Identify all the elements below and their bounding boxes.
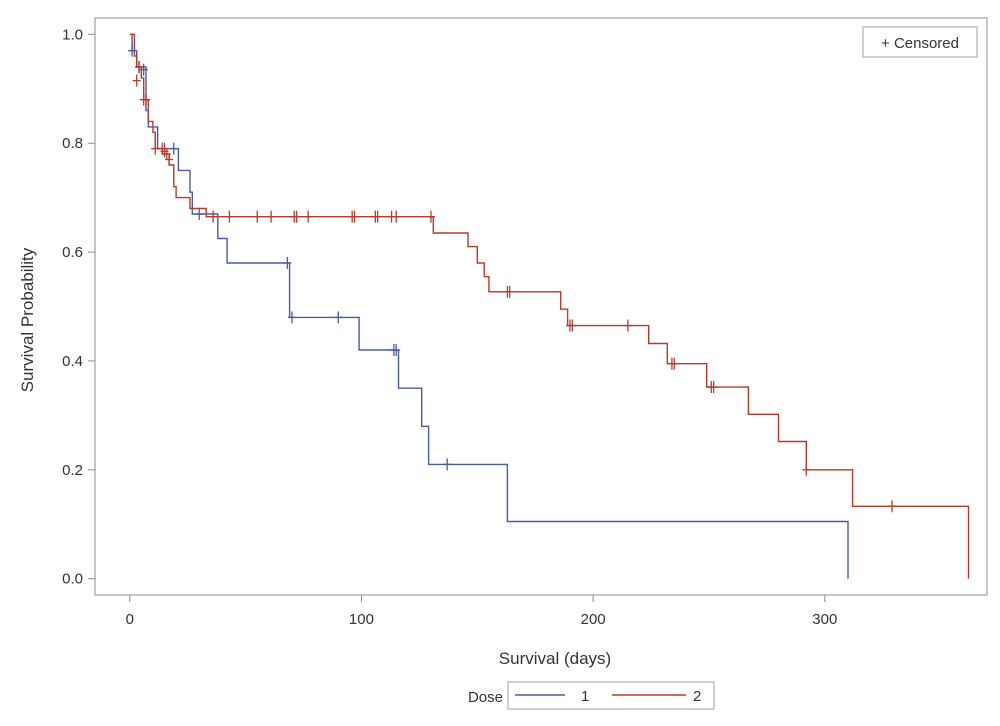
censor-mark-dose-1 [334, 311, 343, 324]
censor-mark-dose-1 [443, 458, 452, 471]
x-tick-label: 200 [581, 611, 606, 628]
legend-label-dose-2: 2 [693, 688, 701, 705]
x-axis-title: Survival (days) [499, 649, 611, 668]
censor-mark-dose-2 [225, 210, 234, 223]
censor-mark-dose-2 [709, 381, 718, 394]
censor-mark-dose-2 [151, 142, 160, 155]
censor-mark-dose-2 [888, 500, 897, 513]
y-tick-label: 0.0 [62, 571, 83, 588]
x-axis: 0 100 200 300 [126, 595, 837, 628]
censored-legend-label: + Censored [881, 35, 959, 52]
x-tick-label: 0 [126, 611, 134, 628]
censor-layer [128, 44, 897, 513]
censor-mark-dose-2 [426, 210, 435, 223]
series-layer [129, 33, 970, 579]
censor-mark-dose-1 [128, 44, 137, 57]
censor-mark-dose-2 [350, 210, 359, 223]
censor-mark-dose-1 [139, 63, 148, 76]
censor-mark-dose-2 [505, 285, 514, 298]
x-tick-label: 300 [812, 611, 837, 628]
censor-mark-dose-2 [802, 463, 811, 476]
series-line-dose-1 [129, 33, 849, 579]
y-axis-title: Survival Probability [18, 247, 37, 392]
censor-mark-dose-2 [304, 210, 313, 223]
censor-mark-dose-2 [373, 210, 382, 223]
censor-mark-dose-1 [283, 256, 292, 269]
censor-mark-dose-2 [670, 357, 679, 370]
series-line-dose-2 [129, 33, 970, 579]
censor-mark-dose-2 [253, 210, 262, 223]
censor-mark-dose-2 [165, 153, 174, 166]
censor-mark-dose-2 [568, 319, 577, 332]
censor-mark-dose-2 [132, 74, 141, 87]
y-tick-label: 0.8 [62, 135, 83, 152]
censored-legend-box [862, 26, 978, 58]
dose-legend-title: Dose [468, 689, 503, 706]
censored-legend: + Censored [862, 26, 978, 58]
censor-mark-dose-2 [141, 93, 150, 106]
censor-mark-dose-2 [209, 210, 218, 223]
y-tick-label: 0.6 [62, 244, 83, 261]
censor-mark-dose-1 [195, 207, 204, 220]
plot-frame [94, 17, 988, 596]
legend-label-dose-1: 1 [581, 688, 589, 705]
censor-mark-dose-2 [392, 210, 401, 223]
censor-mark-dose-2 [292, 210, 301, 223]
censor-mark-dose-1 [392, 344, 401, 357]
y-tick-label: 0.2 [62, 462, 83, 479]
y-tick-label: 0.4 [62, 353, 83, 370]
censor-mark-dose-2 [267, 210, 276, 223]
y-axis: 0.0 0.2 0.4 0.6 0.8 1.0 [62, 26, 95, 588]
censor-mark-dose-1 [287, 311, 296, 324]
x-tick-label: 100 [349, 611, 374, 628]
censor-mark-dose-1 [169, 142, 178, 155]
dose-legend: Dose 1 2 [468, 681, 715, 710]
y-tick-label: 1.0 [62, 26, 83, 43]
censor-mark-dose-2 [623, 319, 632, 332]
censor-mark-dose-2 [135, 60, 144, 73]
